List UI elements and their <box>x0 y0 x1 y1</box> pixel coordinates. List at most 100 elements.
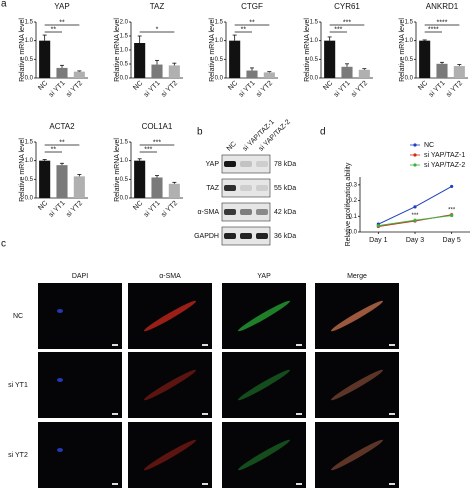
bar <box>168 183 180 198</box>
legend-marker <box>413 153 417 157</box>
bar <box>134 43 146 78</box>
y-axis-label: Relative proliferation ability <box>345 162 352 246</box>
blot-band <box>224 233 236 239</box>
bar <box>73 176 85 198</box>
blot-band <box>256 209 268 215</box>
point <box>413 205 417 209</box>
cell <box>143 369 197 401</box>
x-tick-label: Day 5 <box>443 237 461 244</box>
blot-band <box>240 185 252 191</box>
legend-label: NC <box>424 142 434 149</box>
point <box>450 184 454 189</box>
panel-label: d <box>320 127 326 138</box>
x-tick-label: NC <box>37 80 49 92</box>
blot-band <box>240 233 252 239</box>
cell <box>143 439 197 471</box>
y-tick-label: 1.5 <box>25 20 34 26</box>
x-tick-label: si YT1 <box>48 200 67 219</box>
size-label: 42 kDa <box>274 209 296 216</box>
y-axis-label: Relative mRNA level <box>399 18 406 82</box>
y-tick-label: 1.5 <box>215 20 224 26</box>
bar <box>263 72 275 78</box>
bar <box>419 40 431 78</box>
chart-title: ANKRD1 <box>426 2 459 11</box>
cell <box>237 300 291 332</box>
chart-title: CTGF <box>241 2 263 11</box>
bar <box>168 65 180 78</box>
scale-bar <box>296 344 302 346</box>
x-tick-label: si YT1 <box>48 80 67 99</box>
bar <box>229 40 241 78</box>
chart-title: YAP <box>54 2 69 11</box>
y-tick-label: 0.2 <box>349 198 358 204</box>
y-tick-label: 0.0 <box>405 76 414 82</box>
point <box>450 213 454 218</box>
significance-label: *** <box>343 19 351 26</box>
y-tick-label: 1.0 <box>25 158 34 164</box>
nucleus <box>57 378 63 382</box>
lane-label: NC <box>226 141 238 153</box>
y-tick-label: 0.0 <box>215 76 224 82</box>
x-tick-label: si YT2 <box>255 80 274 99</box>
row-label: si YT2 <box>8 452 28 459</box>
y-axis-label: Relative mRNA level <box>114 18 121 82</box>
micrograph <box>38 283 122 349</box>
protein-label: TAZ <box>206 185 219 192</box>
bar <box>151 177 163 198</box>
nucleus <box>57 448 63 452</box>
legend-marker <box>413 143 417 147</box>
y-tick-label: 1.0 <box>310 38 319 44</box>
y-tick-label: 0.0 <box>310 76 319 82</box>
scale-bar <box>296 483 302 485</box>
blot-band <box>240 209 252 215</box>
x-tick-label: si YT2 <box>65 200 84 219</box>
column-header: α-SMA <box>159 273 181 280</box>
y-tick-label: 0.0 <box>25 196 34 202</box>
scale-bar <box>112 413 118 415</box>
y-tick-label: 1.5 <box>120 140 129 146</box>
y-axis-label: Relative mRNA level <box>209 18 216 82</box>
scale-bar <box>389 413 395 415</box>
x-tick-label: Day 3 <box>406 237 424 244</box>
y-tick-label: 0.3 <box>349 182 358 188</box>
x-tick-label: si YT2 <box>65 80 84 99</box>
scale-bar <box>389 344 395 346</box>
cell <box>330 300 384 332</box>
y-tick-label: 0.5 <box>120 62 129 68</box>
blot-band <box>256 161 268 167</box>
y-axis-label: Relative mRNA level <box>19 18 26 82</box>
protein-label: α-SMA <box>197 209 219 216</box>
y-axis-label: Relative mRNA level <box>19 138 26 202</box>
y-tick-label: 1.0 <box>405 38 414 44</box>
bar <box>39 40 51 78</box>
cell <box>330 369 384 401</box>
scale-bar <box>112 483 118 485</box>
bar <box>341 66 353 78</box>
x-tick-label: NC <box>132 80 144 92</box>
bar <box>151 64 163 78</box>
chart-title: CYR61 <box>334 2 360 11</box>
row-label: NC <box>13 313 23 320</box>
significance-label: ** <box>59 139 65 146</box>
y-axis-label: Relative mRNA level <box>114 138 121 202</box>
blot-band <box>240 161 252 167</box>
x-tick-label: NC <box>37 200 49 212</box>
micrograph <box>38 352 122 418</box>
annotation: *** <box>411 213 419 219</box>
blot-band <box>224 161 236 167</box>
y-tick-label: 0.5 <box>25 57 34 63</box>
chart-title: TAZ <box>150 2 165 11</box>
y-tick-label: 1.0 <box>120 158 129 164</box>
x-tick-label: Day 1 <box>369 237 387 244</box>
micrograph <box>128 352 212 418</box>
y-tick-label: 1.5 <box>405 20 414 26</box>
scale-bar <box>296 413 302 415</box>
y-tick-label: 0.5 <box>215 57 224 63</box>
y-tick-label: 0.5 <box>25 177 34 183</box>
panel-label: b <box>197 127 203 138</box>
x-tick-label: NC <box>322 80 334 92</box>
size-label: 36 kDa <box>274 233 296 240</box>
y-tick-label: 0.0 <box>349 230 358 236</box>
